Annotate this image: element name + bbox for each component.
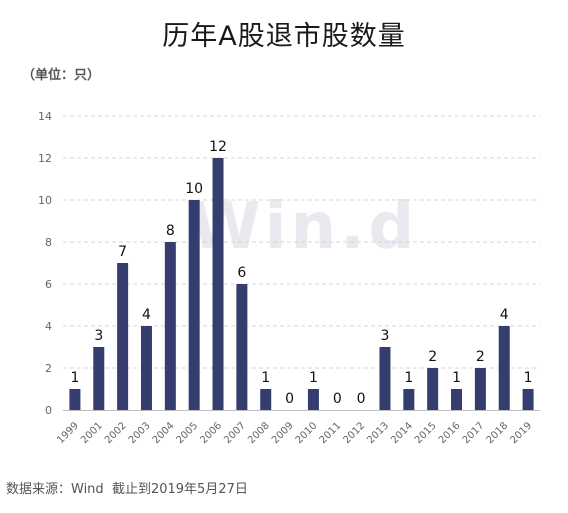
x-tick-label: 2001: [79, 420, 105, 446]
data-label: 1: [309, 370, 318, 386]
bar: [451, 389, 463, 410]
y-axis: 0 2 4 6 8 10 12 14: [38, 110, 52, 417]
x-tick-label: 2019: [508, 420, 534, 446]
x-tick-label: 2011: [318, 420, 344, 446]
data-label: 2: [476, 349, 485, 365]
bar: [403, 389, 415, 410]
x-tick-label: 2016: [437, 420, 463, 446]
y-tick-label: 14: [38, 110, 52, 123]
data-label: 6: [237, 265, 246, 281]
source-note: 数据来源：Wind 截止到2019年5月27日: [6, 478, 248, 497]
y-tick-label: 12: [38, 152, 52, 165]
data-label: 1: [404, 370, 413, 386]
data-label: 2: [428, 349, 437, 365]
bar: [522, 389, 534, 410]
data-label: 10: [185, 181, 203, 197]
x-tick-label: 2005: [175, 420, 201, 446]
x-tick-label: 2010: [294, 420, 320, 446]
y-tick-label: 0: [45, 404, 52, 417]
cutoff-text: 截止到2019年5月27日: [111, 482, 248, 497]
bar: [307, 389, 319, 410]
x-axis: 1999200120022003200420052006200720082009…: [55, 410, 540, 446]
y-tick-label: 2: [45, 362, 52, 375]
data-label: 4: [142, 307, 151, 323]
data-label: 1: [261, 370, 270, 386]
bar: [498, 326, 510, 410]
bar: [117, 263, 129, 410]
x-tick-label: 2017: [461, 420, 487, 446]
data-label: 12: [209, 139, 227, 155]
x-tick-label: 2006: [198, 420, 224, 446]
x-tick-label: 2008: [246, 420, 272, 446]
grid-layer: [63, 115, 540, 369]
unit-label: （单位：只）: [22, 68, 101, 83]
source-text: 数据来源：Wind: [6, 482, 104, 497]
x-tick-label: 2009: [270, 420, 296, 446]
bar: [188, 200, 200, 410]
chart-title: 历年A股退市股数量: [162, 21, 406, 52]
x-tick-label: 2003: [127, 420, 153, 446]
x-tick-label: 2002: [103, 420, 129, 446]
y-tick-label: 4: [45, 320, 52, 333]
data-label: 3: [381, 328, 390, 344]
bar: [260, 389, 272, 410]
x-tick-label: 1999: [55, 420, 81, 446]
bar: [474, 368, 486, 410]
bar: [93, 347, 105, 410]
y-tick-label: 8: [45, 236, 52, 249]
x-tick-label: 2013: [365, 420, 391, 446]
bars: [69, 158, 534, 410]
bar: [164, 242, 176, 410]
x-tick-label: 2018: [485, 420, 511, 446]
data-label: 7: [118, 244, 127, 260]
data-label: 1: [452, 370, 461, 386]
data-label: 1: [524, 370, 533, 386]
y-tick-label: 6: [45, 278, 52, 291]
bar: [236, 284, 248, 410]
data-label: 0: [285, 391, 294, 407]
bar: [212, 158, 224, 410]
data-label: 4: [500, 307, 509, 323]
data-label: 1: [70, 370, 79, 386]
watermark-logo: Win.d: [190, 190, 419, 264]
data-label: 3: [94, 328, 103, 344]
x-tick-label: 2014: [389, 420, 415, 446]
x-tick-label: 2004: [151, 420, 177, 446]
x-tick-label: 2007: [222, 420, 248, 446]
x-tick-label: 2015: [413, 420, 439, 446]
bar: [427, 368, 439, 410]
data-label: 8: [166, 223, 175, 239]
data-label: 0: [357, 391, 366, 407]
bar: [140, 326, 152, 410]
x-tick-label: 2012: [341, 420, 367, 446]
bar: [379, 347, 391, 410]
y-tick-label: 10: [38, 194, 52, 207]
bar: [69, 389, 81, 410]
data-label: 0: [333, 391, 342, 407]
